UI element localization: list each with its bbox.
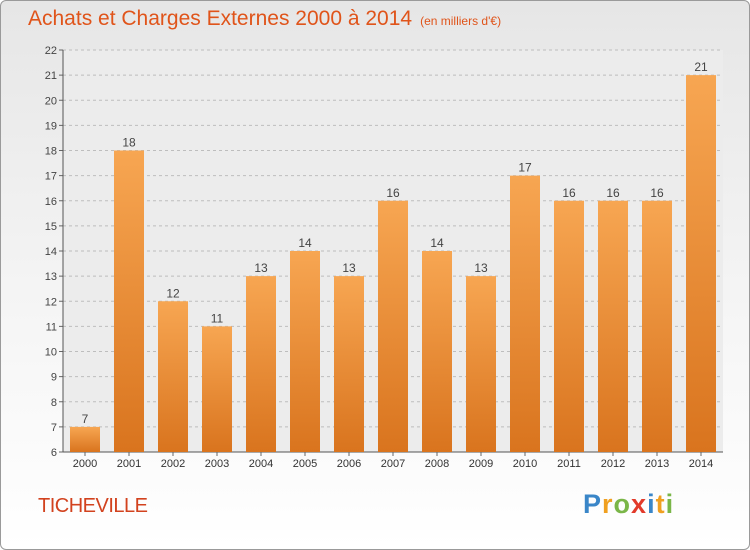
y-tick-label: 14 (45, 246, 57, 258)
bar (202, 326, 232, 452)
x-tick-label: 2001 (117, 458, 141, 470)
x-tick-label: 2007 (381, 458, 405, 470)
logo-letter: i (647, 489, 656, 519)
commune-name: TICHEVILLE (38, 495, 148, 517)
chart-title: Achats et Charges Externes 2000 à 2014 (e… (28, 7, 501, 31)
y-tick-label: 9 (51, 372, 57, 384)
bar-value-label: 16 (386, 186, 400, 200)
title-text: Achats et Charges Externes 2000 à 2014 (28, 7, 413, 30)
x-tick-label: 2000 (73, 458, 97, 470)
logo-letter: x (631, 489, 648, 519)
bar-value-label: 17 (518, 161, 532, 175)
x-tick-label: 2008 (425, 458, 449, 470)
bar-value-label: 13 (474, 261, 488, 275)
x-tick-label: 2006 (337, 458, 361, 470)
y-tick-label: 6 (51, 447, 57, 459)
bar (246, 276, 276, 452)
bar (114, 150, 144, 452)
logo-letter: o (613, 489, 632, 519)
bar (642, 200, 672, 452)
bar (554, 200, 584, 452)
y-tick-label: 21 (45, 70, 57, 82)
bar-value-label: 16 (606, 186, 620, 200)
bar-value-label: 21 (694, 60, 708, 74)
bar-value-label: 12 (166, 286, 180, 300)
bar (510, 175, 540, 452)
y-tick-label: 13 (45, 271, 57, 283)
bar (334, 276, 364, 452)
bar (422, 251, 452, 452)
x-tick-label: 2002 (161, 458, 185, 470)
bar (70, 426, 100, 452)
y-tick-label: 15 (45, 221, 57, 233)
x-tick-label: 2003 (205, 458, 229, 470)
bar-value-label: 18 (122, 136, 136, 150)
bar-value-label: 14 (298, 236, 312, 250)
y-tick-label: 22 (45, 45, 57, 57)
y-tick-label: 17 (45, 171, 57, 183)
x-tick-label: 2013 (645, 458, 669, 470)
x-tick-label: 2012 (601, 458, 625, 470)
y-tick-label: 7 (51, 422, 57, 434)
bar (686, 75, 716, 452)
y-tick-label: 8 (51, 397, 57, 409)
bar-value-label: 16 (650, 186, 664, 200)
logo-letter: P (583, 489, 603, 519)
bar-value-label: 13 (342, 261, 356, 275)
x-tick-label: 2009 (469, 458, 493, 470)
x-tick-label: 2005 (293, 458, 317, 470)
x-tick-label: 2010 (513, 458, 537, 470)
logo-letter: r (602, 489, 614, 519)
y-tick-label: 10 (45, 347, 57, 359)
y-tick-label: 11 (46, 321, 57, 333)
bar (158, 301, 188, 452)
bar-value-label: 7 (82, 412, 89, 426)
x-tick-label: 2014 (689, 458, 713, 470)
chart-subtitle: (en milliers d'€) (420, 14, 502, 28)
y-tick-label: 18 (45, 146, 57, 158)
bar-value-label: 14 (430, 236, 444, 250)
bar-value-label: 16 (562, 186, 576, 200)
y-tick-label: 19 (45, 120, 57, 132)
x-tick-label: 2004 (249, 458, 273, 470)
bar-value-label: 13 (254, 261, 268, 275)
logo-letter: t (655, 489, 666, 519)
bar-value-label: 11 (211, 311, 224, 325)
logo-letter: i (665, 489, 675, 519)
bar (598, 200, 628, 452)
proxiti-logo: Proxiti (583, 489, 674, 520)
y-tick-label: 20 (45, 95, 57, 107)
y-tick-label: 16 (45, 196, 57, 208)
bar (466, 276, 496, 452)
bar (378, 200, 408, 452)
y-tick-label: 12 (45, 296, 57, 308)
bar (290, 251, 320, 452)
x-tick-label: 2011 (557, 458, 581, 470)
